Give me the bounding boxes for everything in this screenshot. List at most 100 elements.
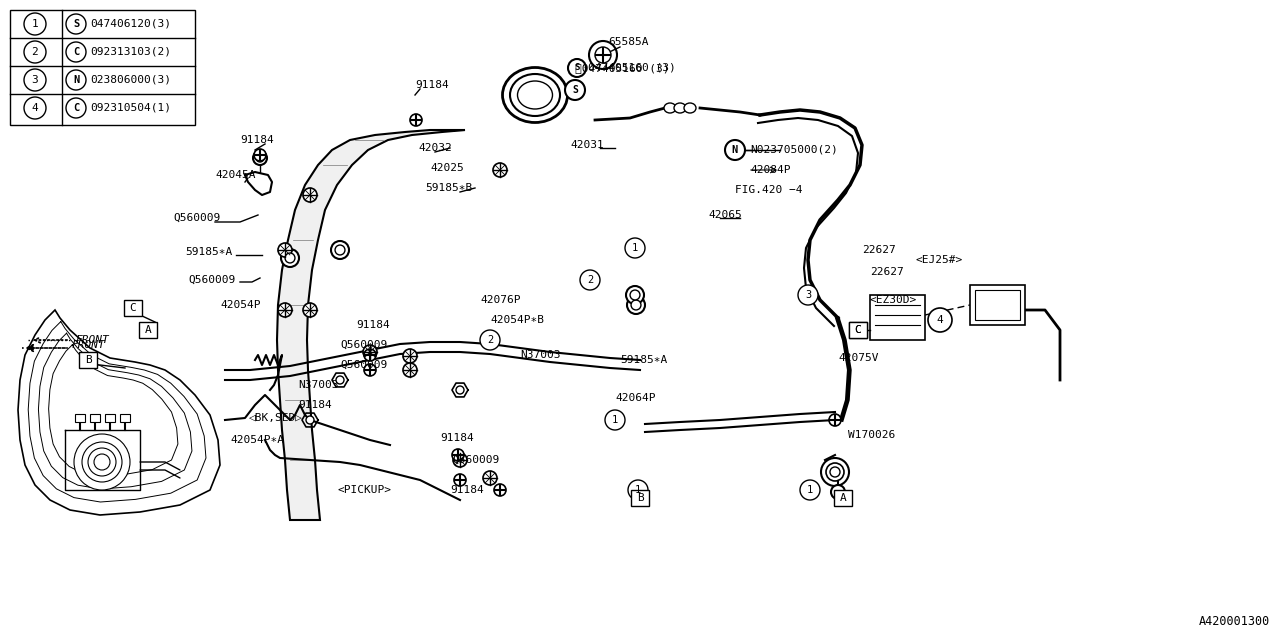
Text: 91184: 91184 — [451, 485, 484, 495]
Text: 023806000(3): 023806000(3) — [90, 75, 172, 85]
Text: 22627: 22627 — [870, 267, 904, 277]
Circle shape — [285, 253, 294, 263]
Circle shape — [829, 467, 840, 477]
Text: Q560009: Q560009 — [452, 455, 499, 465]
Text: 42032: 42032 — [419, 143, 452, 153]
Circle shape — [483, 471, 497, 485]
Text: 047406120(3): 047406120(3) — [90, 19, 172, 29]
Text: 59185∗A: 59185∗A — [186, 247, 232, 257]
Text: 3: 3 — [805, 290, 812, 300]
Circle shape — [403, 349, 417, 363]
Bar — [76, 414, 84, 422]
Polygon shape — [276, 130, 465, 520]
Circle shape — [826, 463, 844, 481]
Text: 047405160 (3): 047405160 (3) — [588, 63, 676, 73]
Text: 42075V: 42075V — [838, 353, 878, 363]
Text: B: B — [84, 355, 91, 365]
Circle shape — [493, 163, 507, 177]
Text: 59185∗B: 59185∗B — [425, 183, 472, 193]
Text: A: A — [840, 493, 846, 503]
Bar — [120, 414, 131, 422]
Circle shape — [24, 13, 46, 35]
Circle shape — [278, 303, 292, 317]
Circle shape — [282, 249, 300, 267]
Circle shape — [631, 300, 641, 310]
Circle shape — [831, 485, 845, 499]
Circle shape — [605, 410, 625, 430]
Circle shape — [67, 14, 86, 34]
Ellipse shape — [509, 74, 561, 116]
Circle shape — [253, 149, 266, 161]
Text: 91184: 91184 — [356, 320, 389, 330]
Circle shape — [627, 296, 645, 314]
Bar — [849, 322, 867, 338]
Bar — [835, 490, 852, 506]
Circle shape — [335, 245, 344, 255]
Ellipse shape — [503, 67, 567, 122]
Bar — [10, 10, 195, 125]
Circle shape — [829, 414, 841, 426]
Text: Q560009: Q560009 — [188, 275, 236, 285]
Text: FIG.420 −4: FIG.420 −4 — [735, 185, 803, 195]
Circle shape — [494, 484, 506, 496]
Text: Q560009: Q560009 — [340, 340, 388, 350]
Circle shape — [335, 376, 344, 384]
Text: 1: 1 — [806, 485, 813, 495]
Circle shape — [256, 154, 264, 162]
Circle shape — [364, 364, 376, 376]
Ellipse shape — [684, 103, 696, 113]
Circle shape — [364, 349, 376, 361]
Text: C: C — [73, 47, 79, 57]
Circle shape — [306, 416, 314, 424]
Circle shape — [88, 448, 116, 476]
Text: 2: 2 — [32, 47, 38, 57]
Text: S: S — [575, 63, 580, 72]
Text: 3: 3 — [32, 75, 38, 85]
Text: N37003: N37003 — [520, 350, 561, 360]
Text: 42076P: 42076P — [480, 295, 521, 305]
Text: 42025: 42025 — [430, 163, 463, 173]
Circle shape — [589, 41, 617, 69]
Circle shape — [67, 42, 86, 62]
Circle shape — [403, 363, 417, 377]
Text: <EJ25#>: <EJ25#> — [916, 255, 964, 265]
Circle shape — [453, 453, 467, 467]
Bar — [140, 322, 157, 338]
Text: 092310504(1): 092310504(1) — [90, 103, 172, 113]
Text: 42045A: 42045A — [215, 170, 256, 180]
Text: 42064P: 42064P — [614, 393, 655, 403]
Polygon shape — [18, 310, 220, 515]
Text: N023705000(2): N023705000(2) — [750, 145, 837, 155]
Circle shape — [364, 345, 378, 359]
Ellipse shape — [664, 103, 676, 113]
Text: 2: 2 — [486, 335, 493, 345]
Circle shape — [24, 97, 46, 119]
Text: Q560009: Q560009 — [340, 360, 388, 370]
Text: 1: 1 — [32, 19, 38, 29]
Bar — [631, 490, 649, 506]
Text: 2: 2 — [586, 275, 593, 285]
Text: Ⓜ047405160 (3): Ⓜ047405160 (3) — [575, 63, 669, 73]
Text: 1: 1 — [635, 485, 641, 495]
Text: FRONT: FRONT — [72, 340, 106, 350]
Circle shape — [24, 41, 46, 63]
Text: 1: 1 — [612, 415, 618, 425]
Text: A: A — [145, 325, 151, 335]
Text: C: C — [855, 325, 861, 335]
Circle shape — [797, 285, 818, 305]
Circle shape — [410, 114, 422, 126]
Text: B: B — [636, 493, 644, 503]
Circle shape — [278, 243, 292, 257]
Bar — [849, 322, 867, 338]
Text: C: C — [855, 325, 861, 335]
Text: 1: 1 — [632, 243, 639, 253]
Bar — [124, 300, 142, 316]
Text: 91184: 91184 — [440, 433, 474, 443]
Circle shape — [564, 80, 585, 100]
Text: 42054P∗B: 42054P∗B — [490, 315, 544, 325]
Circle shape — [580, 270, 600, 290]
Text: S: S — [572, 85, 579, 95]
Text: 4: 4 — [937, 315, 943, 325]
Text: 42065: 42065 — [708, 210, 741, 220]
Circle shape — [625, 238, 645, 258]
